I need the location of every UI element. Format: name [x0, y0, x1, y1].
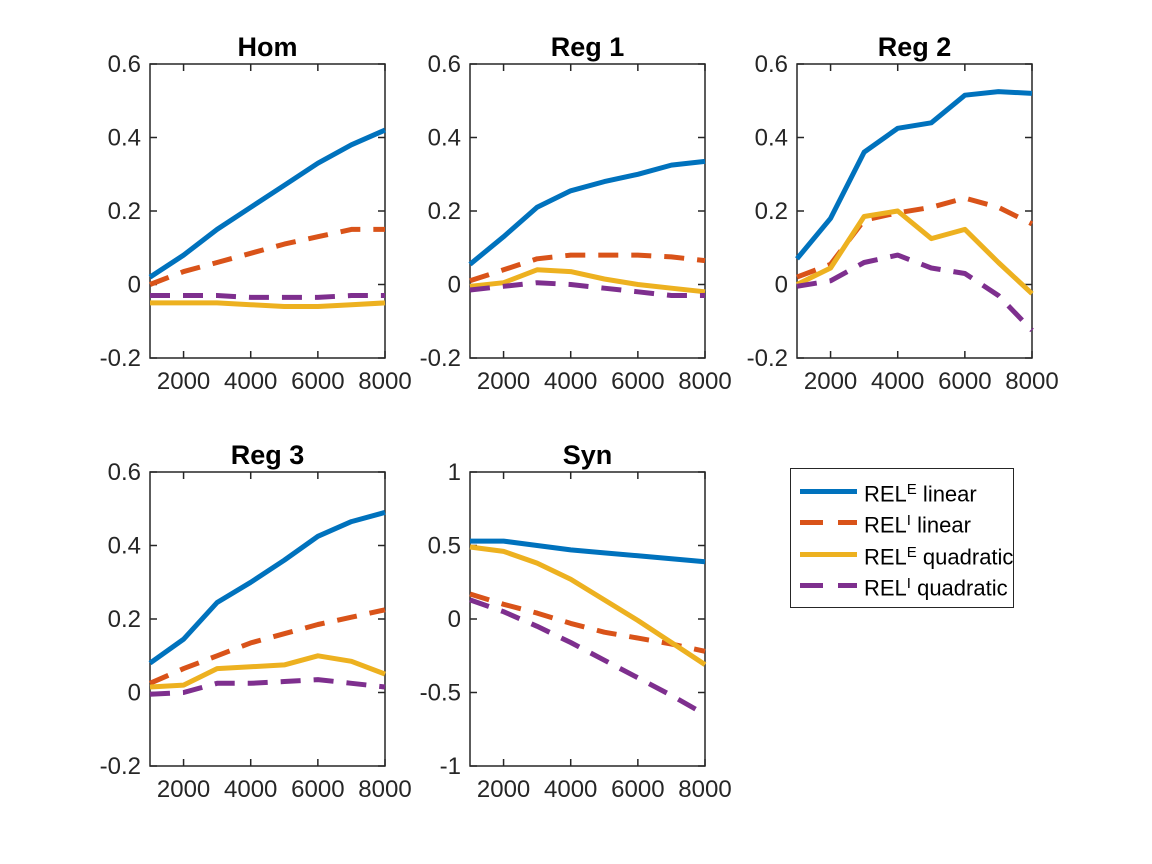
- series-line: [469, 252, 706, 284]
- subplot-reg3: Reg 3 2000 4000 6000 8000 -0.2 0 0.2 0.4 0.6: [85, 438, 415, 843]
- y-tick-label: 0.4: [428, 125, 461, 152]
- series-line: [468, 158, 706, 267]
- subplot-syn-plot-area: 2000 4000 6000 8000 -1 -0.5 0 0.5 1: [420, 459, 732, 803]
- legend-label: RELI linear: [864, 512, 971, 538]
- subplot-syn-title: Syn: [562, 440, 613, 470]
- x-tick-label: 6000: [611, 368, 664, 395]
- x-tick-label: 2000: [804, 368, 857, 395]
- series-line: [469, 544, 707, 667]
- series-line: [150, 300, 386, 309]
- legend-box: RELE linear RELI linear RELE quadratic R…: [790, 468, 1014, 608]
- axes-box: [149, 63, 386, 359]
- x-tick-label: 4000: [544, 776, 597, 803]
- legend-item-rel-i-linear: RELI linear: [791, 507, 1013, 538]
- subplot-syn: Syn 2000 4000 6000 8000 -1 -0.5 0 0.5 1: [405, 438, 735, 843]
- series-line: [795, 208, 1034, 296]
- x-tick-label: 8000: [678, 776, 731, 803]
- y-tick-label: 0: [128, 680, 141, 707]
- series-line: [469, 267, 706, 295]
- y-tick-label: 0.2: [755, 198, 788, 225]
- subplot-reg3-plot-area: 2000 4000 6000 8000 -0.2 0 0.2 0.4 0.6: [100, 459, 412, 803]
- subplot-reg2: Reg 2 2000 4000 6000 8000 -0.2 0 0.2 0.4 0.6: [732, 30, 1062, 435]
- subplot-hom-plot-area: 2000 4000 6000 8000 -0.2 0 0.2 0.4 0.6: [100, 51, 412, 395]
- subplot-reg3-title: Reg 3: [230, 440, 305, 470]
- series-line: [148, 607, 386, 686]
- x-tick-label: 4000: [871, 368, 924, 395]
- y-tick-label: 0.2: [428, 198, 461, 225]
- legend-line-sample-blue-solid: [800, 489, 857, 495]
- subplot-reg1-title: Reg 1: [550, 32, 625, 62]
- y-tick-label: 0: [448, 606, 461, 633]
- series-line: [150, 293, 385, 300]
- subplot-reg1-plot-area: 2000 4000 6000 8000 -0.2 0 0.2 0.4 0.6: [420, 51, 732, 395]
- series-line: [149, 677, 386, 697]
- y-tick-label: 0.5: [428, 533, 461, 560]
- legend-label: RELE quadratic: [864, 543, 1014, 569]
- legend-item-rel-i-quadratic: RELI quadratic: [791, 570, 1013, 601]
- y-tick-label: -0.5: [420, 680, 461, 707]
- legend-item-rel-e-linear: RELE linear: [791, 476, 1013, 507]
- legend-line-sample-yellow-solid: [800, 551, 857, 557]
- y-tick-label: 0.2: [108, 606, 141, 633]
- series-line: [470, 538, 706, 565]
- y-tick-label: 0.2: [108, 198, 141, 225]
- x-tick-label: 8000: [358, 776, 411, 803]
- x-tick-label: 6000: [291, 776, 344, 803]
- axes-box: [469, 63, 706, 359]
- legend-line-sample-purple-dashed: [800, 583, 857, 589]
- series-line: [795, 89, 1033, 261]
- x-tick-label: 2000: [157, 776, 210, 803]
- x-tick-label: 4000: [544, 368, 597, 395]
- x-tick-label: 8000: [678, 368, 731, 395]
- legend-label: RELE linear: [864, 481, 977, 507]
- series-line: [148, 127, 387, 280]
- series-line: [469, 591, 706, 654]
- y-tick-label: -0.2: [100, 345, 141, 372]
- x-tick-label: 8000: [1005, 368, 1058, 395]
- y-tick-label: 0.6: [755, 51, 788, 78]
- series-line: [149, 653, 386, 690]
- y-tick-label: 0.4: [755, 125, 788, 152]
- y-tick-label: 0: [128, 272, 141, 299]
- y-tick-label: 0.4: [108, 533, 141, 560]
- legend-item-rel-e-quadratic: RELE quadratic: [791, 539, 1013, 570]
- y-tick-label: 1: [448, 459, 461, 486]
- x-tick-label: 4000: [224, 368, 277, 395]
- x-tick-label: 6000: [938, 368, 991, 395]
- series-line: [469, 280, 705, 298]
- legend-line-sample-orange-dashed: [800, 520, 857, 526]
- x-tick-label: 6000: [291, 368, 344, 395]
- subplot-reg1: Reg 1 2000 4000 6000 8000 -0.2 0 0.2 0.4 0.6: [405, 30, 735, 435]
- y-tick-label: -1: [440, 753, 461, 780]
- y-tick-label: 0.6: [108, 459, 141, 486]
- y-tick-label: -0.2: [420, 345, 461, 372]
- series-line: [469, 597, 707, 717]
- y-tick-label: -0.2: [747, 345, 788, 372]
- series-line: [149, 226, 385, 287]
- subplot-reg2-plot-area: 2000 4000 6000 8000 -0.2 0 0.2 0.4 0.6: [747, 51, 1059, 395]
- y-tick-label: 0.6: [428, 51, 461, 78]
- x-tick-label: 2000: [477, 368, 530, 395]
- y-tick-label: 0.4: [108, 125, 141, 152]
- subplot-hom-title: Hom: [237, 32, 298, 62]
- x-tick-label: 2000: [157, 368, 210, 395]
- x-tick-label: 6000: [611, 776, 664, 803]
- y-tick-label: 0: [775, 272, 788, 299]
- x-tick-label: 2000: [477, 776, 530, 803]
- series-line: [796, 252, 1034, 333]
- subplot-reg2-title: Reg 2: [877, 32, 952, 62]
- series-line: [148, 509, 386, 666]
- x-tick-label: 4000: [224, 776, 277, 803]
- y-tick-label: 0: [448, 272, 461, 299]
- axes-box: [469, 471, 706, 767]
- y-tick-label: -0.2: [100, 753, 141, 780]
- subplot-hom: Hom 2000 4000 6000 8000 -0.2 0 0.2 0.4 0.6: [85, 30, 415, 435]
- y-tick-label: 0.6: [108, 51, 141, 78]
- legend-label: RELI quadratic: [864, 574, 1008, 601]
- x-tick-label: 8000: [358, 368, 411, 395]
